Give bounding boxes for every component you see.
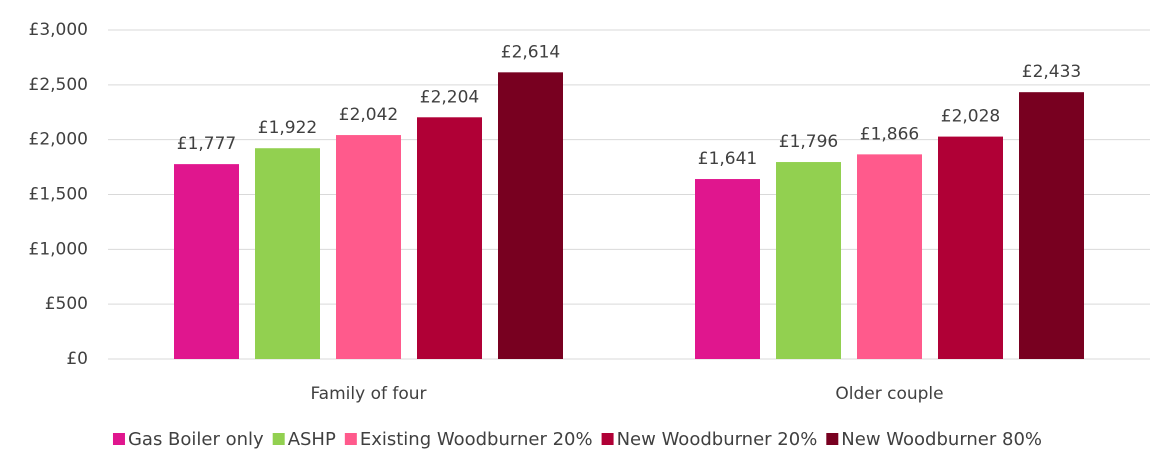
legend-label: New Woodburner 20%	[617, 429, 818, 450]
y-tick-label: £1,500	[29, 185, 88, 205]
data-label: £2,433	[1022, 62, 1081, 82]
legend-label: ASHP	[288, 429, 336, 450]
data-label: £2,028	[941, 107, 1000, 127]
data-label: £2,204	[420, 87, 479, 107]
bar	[1019, 92, 1084, 359]
legend-swatch	[272, 433, 285, 445]
bar	[695, 179, 760, 359]
data-label: £2,614	[501, 42, 560, 62]
bar	[336, 135, 401, 359]
legend-swatch	[826, 433, 839, 445]
bar	[498, 72, 563, 360]
bar	[857, 154, 922, 359]
legend-swatch	[601, 433, 614, 445]
y-tick-label: £0	[66, 349, 88, 369]
data-label: £1,641	[698, 149, 757, 169]
data-label: £1,796	[779, 132, 838, 152]
data-label: £1,922	[258, 118, 317, 138]
bar	[174, 164, 239, 359]
data-label: £2,042	[339, 105, 398, 125]
y-tick-label: £2,500	[29, 75, 88, 95]
bar	[255, 148, 320, 359]
y-tick-label: £1,000	[29, 239, 88, 259]
legend-swatch	[344, 433, 357, 445]
bar	[938, 136, 1003, 359]
data-label: £1,777	[177, 134, 236, 154]
x-tick-label: Family of four	[310, 384, 426, 404]
data-label: £1,866	[860, 124, 919, 144]
legend-label: Existing Woodburner 20%	[360, 429, 593, 450]
bar	[776, 162, 841, 359]
legend-label: New Woodburner 80%	[841, 429, 1042, 450]
y-tick-label: £2,000	[29, 130, 88, 150]
legend-label: Gas Boiler only	[128, 429, 264, 450]
legend: Gas Boiler only ASHP Existing Woodburner 2…	[112, 429, 1042, 450]
bar	[417, 117, 482, 359]
legend-swatch	[112, 433, 125, 445]
y-tick-label: £500	[45, 294, 88, 314]
y-tick-label: £3,000	[29, 20, 88, 40]
x-tick-label: Older couple	[835, 384, 943, 404]
